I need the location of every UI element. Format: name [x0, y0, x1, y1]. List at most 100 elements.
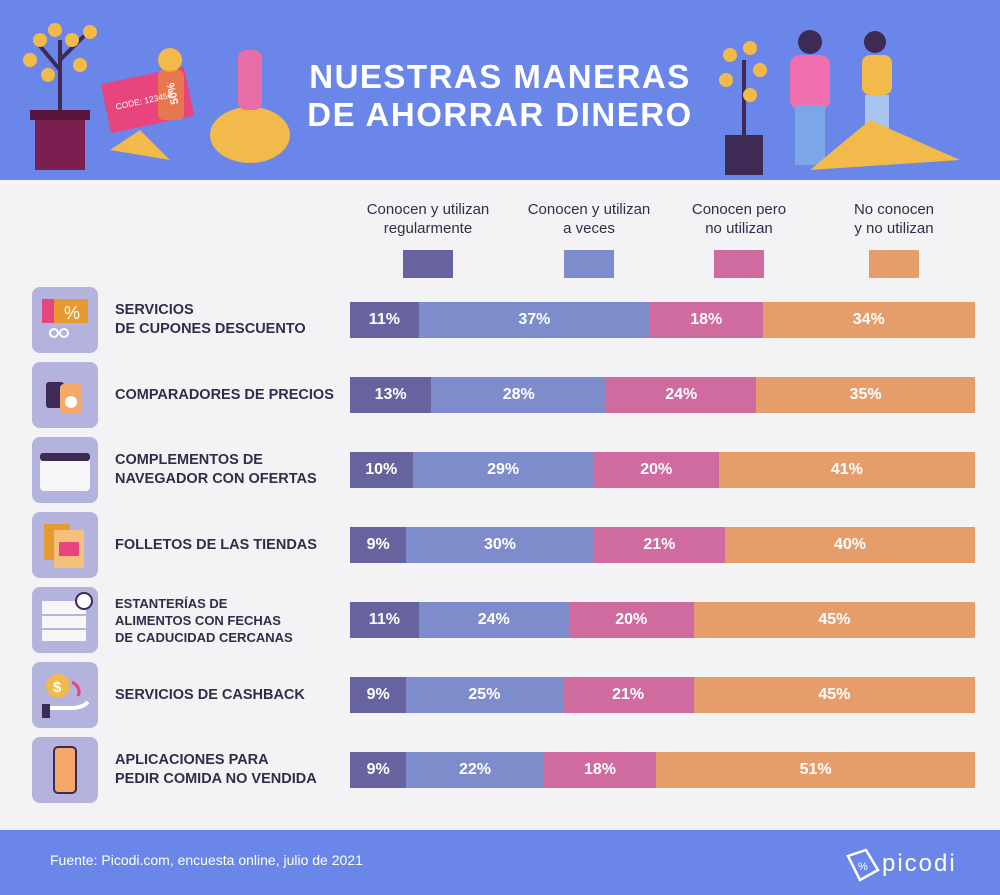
data-label: 28%: [502, 386, 535, 403]
cashback-hand-icon: $: [32, 662, 98, 728]
stacked-bar: 11% 37% 18% 34%: [350, 302, 975, 338]
chart-legend: Conocen y utilizan regularmente Conocen y…: [0, 200, 1000, 280]
category-label: SERVICIOS DE CASHBACK: [115, 686, 305, 703]
bar-segment: 35%: [756, 377, 975, 413]
data-label: 34%: [852, 311, 885, 328]
svg-text:$: $: [53, 679, 62, 696]
data-label: 11%: [368, 611, 400, 628]
data-label: 51%: [799, 761, 832, 778]
data-label: 22%: [458, 761, 492, 778]
data-label: 24%: [665, 386, 698, 403]
picodi-logo: % picodi: [840, 844, 957, 884]
data-label: 10%: [365, 461, 398, 478]
legend-item: No conocen y no utilizan: [814, 200, 974, 278]
legend-item: Conocen y utilizan a veces: [509, 200, 669, 278]
bar-segment: 34%: [762, 302, 975, 338]
data-label: 40%: [833, 536, 867, 553]
bar-segment: 28%: [431, 377, 607, 413]
legend-label: Conocen pero no utilizan: [691, 201, 787, 237]
price-tags-icon: [32, 362, 98, 428]
data-label: 35%: [849, 386, 882, 403]
title-line-1: NUESTRAS MANERAS: [309, 58, 691, 95]
legend-label: No conocen y no utilizan: [853, 201, 935, 237]
money-tree-illustration: [23, 23, 290, 170]
bar-segment: 45%: [693, 677, 975, 713]
bar-segment: 18%: [543, 752, 657, 788]
chart-row: COMPLEMENTOS DE NAVEGADOR CON OFERTAS 10%…: [0, 437, 1000, 503]
svg-text:%: %: [858, 861, 870, 873]
data-label: 9%: [366, 686, 390, 703]
title-line-2: DE AHORRAR DINERO: [307, 96, 693, 133]
data-label: 45%: [818, 686, 851, 703]
data-label: 24%: [477, 611, 510, 628]
legend-item: Conocen y utilizan regularmente: [348, 200, 508, 278]
data-label: 13%: [374, 386, 407, 403]
legend-swatch: [714, 250, 764, 278]
data-label: 37%: [518, 311, 551, 328]
coupon-scissors-icon: %: [32, 287, 98, 353]
data-label: 41%: [830, 461, 863, 478]
footer: Fuente: Picodi.com, encuesta online, jul…: [0, 830, 1000, 895]
chart-row: FOLLETOS DE LAS TIENDAS 9% 30% 21% 40%: [0, 512, 1000, 578]
legend-swatch: [869, 250, 919, 278]
browser-window-icon: [32, 437, 98, 503]
bar-segment: 29%: [412, 452, 594, 488]
category-label: FOLLETOS DE LAS TIENDAS: [115, 536, 317, 553]
source-note: Fuente: Picodi.com, encuesta online, jul…: [50, 852, 363, 868]
stacked-bar: 11% 24% 20% 45%: [350, 602, 975, 638]
data-label: 29%: [487, 461, 520, 478]
category-label: APLICACIONES PARA PEDIR COMIDA NO VENDID…: [115, 752, 317, 787]
coupon-code: CODE: 123456: [114, 89, 174, 112]
legend-label: Conocen y utilizan a veces: [527, 201, 651, 237]
bar-segment: 21%: [562, 677, 694, 713]
chart-row: COMPARADORES DE PRECIOS 13% 28% 24% 35%: [0, 362, 1000, 428]
stacked-bar: 9% 25% 21% 45%: [350, 677, 975, 713]
bar-segment: 13%: [350, 377, 432, 413]
bar-segment: 11%: [350, 302, 419, 338]
bar-segment: 18%: [650, 302, 763, 338]
picodi-tag-icon: %: [846, 848, 880, 882]
data-label: 9%: [366, 536, 390, 553]
bar-segment: 10%: [350, 452, 413, 488]
stacked-bar: 9% 30% 21% 40%: [350, 527, 975, 563]
category-label: ESTANTERÍAS DE ALIMENTOS CON FECHAS DE C…: [115, 595, 293, 645]
legend-label: Conocen y utilizan regularmente: [366, 201, 490, 237]
stacked-bar: 9% 22% 18% 51%: [350, 752, 975, 788]
bar-segment: 9%: [350, 677, 407, 713]
data-label: 9%: [366, 761, 390, 778]
bar-segment: 37%: [418, 302, 650, 338]
bar-segment: 20%: [568, 602, 694, 638]
bar-segment: 9%: [350, 752, 407, 788]
bar-segment: 25%: [406, 677, 563, 713]
bar-segment: 30%: [406, 527, 594, 563]
leaflets-icon: [32, 512, 98, 578]
data-label: 11%: [368, 311, 400, 328]
bar-segment: 20%: [593, 452, 719, 488]
category-label: SERVICIOS DE CUPONES DESCUENTO: [115, 302, 306, 337]
category-label: COMPLEMENTOS DE NAVEGADOR CON OFERTAS: [115, 452, 317, 487]
shelf-clock-icon: [32, 587, 98, 653]
legend-swatch: [564, 250, 614, 278]
bar-segment: 24%: [606, 377, 757, 413]
data-label: 20%: [640, 461, 673, 478]
svg-text:%: %: [64, 303, 80, 323]
stacked-bar: 13% 28% 24% 35%: [350, 377, 975, 413]
coupon-discount: 50%: [165, 81, 182, 106]
chart-row: APLICACIONES PARA PEDIR COMIDA NO VENDID…: [0, 737, 1000, 803]
bar-segment: 21%: [593, 527, 725, 563]
data-label: 25%: [468, 686, 501, 703]
data-label: 20%: [615, 611, 648, 628]
data-label: 30%: [483, 536, 517, 553]
bar-segment: 24%: [418, 602, 569, 638]
stacked-bar: 10% 29% 20% 41%: [350, 452, 975, 488]
category-label: COMPARADORES DE PRECIOS: [115, 386, 334, 403]
bar-segment: 9%: [350, 527, 407, 563]
smartphone-icon: [32, 737, 98, 803]
data-label: 21%: [612, 686, 645, 703]
data-label: 18%: [583, 761, 617, 778]
bar-segment: 51%: [656, 752, 975, 788]
bar-segment: 40%: [725, 527, 975, 563]
data-label: 21%: [643, 536, 676, 553]
chart-row: % SERVICIOS DE CUPONES DESCUENTO 11% 37% 18%…: [0, 287, 1000, 353]
legend-swatch: [403, 250, 453, 278]
